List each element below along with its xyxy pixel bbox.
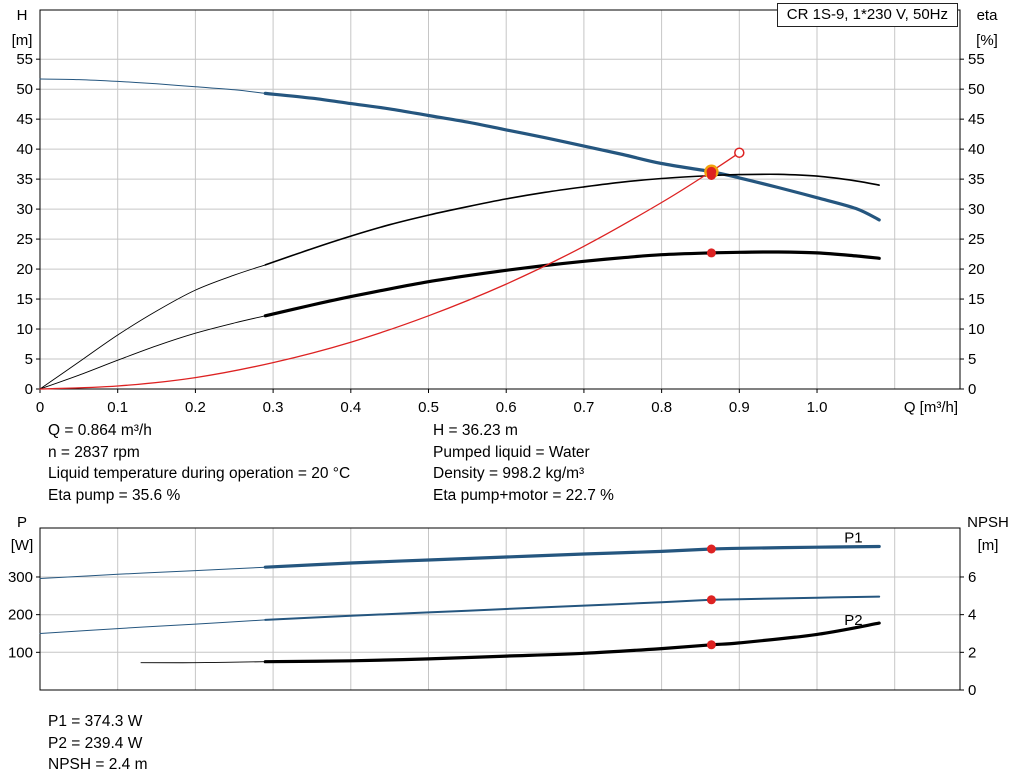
x-tick-label: 0.2: [185, 399, 206, 416]
p1-curve-low-flow: [39, 566, 266, 579]
eta-pump-point: [706, 171, 716, 180]
npsh-curve: [263, 621, 881, 664]
x-tick-label: 0.7: [573, 399, 594, 416]
y-left-axis-title: [W]: [11, 537, 34, 554]
info-line-eta-pump-motor: Eta pump+motor = 22.7 %: [433, 487, 614, 505]
y-right-tick-label: 0: [968, 381, 976, 398]
p2-curve-label: P2: [844, 612, 862, 629]
h-curve: [263, 91, 881, 222]
y-left-tick-label: 5: [25, 351, 33, 368]
npsh-curve-low-flow: [140, 661, 266, 664]
y-right-tick-label: 35: [968, 171, 985, 188]
power-npsh-chart: 100 200 300 0 2 4 6 P [W] NPSH [m] P1 P2: [8, 515, 1009, 699]
eta-pump-curve-low-flow: [39, 264, 266, 390]
y-right-tick-label: 30: [968, 201, 985, 218]
y-right-axis-title: [m]: [978, 537, 999, 554]
system-curve: [39, 152, 740, 390]
y-right-tick-label: 0: [968, 682, 976, 699]
y-right-tick-label: 40: [968, 141, 985, 158]
x-tick-label: 0: [36, 399, 44, 416]
y-right-tick-label: 45: [968, 111, 985, 128]
x-tick-label: 0.1: [107, 399, 128, 416]
y-left-tick-label: 25: [16, 231, 33, 248]
requested-duty-point: [734, 147, 745, 158]
y-right-axis-title: eta: [977, 7, 999, 24]
x-tick-label: 0.3: [263, 399, 284, 416]
duty-info-left-column: Q = 0.864 m³/h n = 2837 rpm Liquid tempe…: [48, 420, 350, 507]
p2-curve: [264, 595, 881, 621]
npsh-point: [706, 640, 716, 650]
eta-pump-motor-curve-low-flow: [39, 315, 266, 390]
eta-pump-motor-curve: [263, 250, 881, 318]
y-left-tick-label: 0: [25, 381, 33, 398]
y-right-tick-label: 15: [968, 291, 985, 308]
y-left-tick-label: 55: [16, 51, 33, 68]
y-right-tick-label: 55: [968, 51, 985, 68]
x-tick-label: 0.8: [651, 399, 672, 416]
p1-curve-label: P1: [844, 529, 862, 546]
info-line-speed: n = 2837 rpm: [48, 443, 140, 461]
y-left-axis-title: H: [17, 7, 28, 24]
h-curve-low-flow: [39, 78, 266, 94]
y-left-tick-label: 10: [16, 321, 33, 338]
y-left-tick-label: 200: [8, 607, 33, 624]
x-tick-label: 0.5: [418, 399, 439, 416]
eta-pump-curve: [264, 173, 880, 266]
p2-curve-low-flow: [39, 619, 266, 634]
plot-border: [39, 9, 961, 390]
y-left-tick-label: 15: [16, 291, 33, 308]
y-right-axis-title: NPSH: [967, 515, 1009, 531]
x-axis-title: Q [m³/h]: [904, 399, 958, 416]
y-left-tick-label: 300: [8, 569, 33, 586]
y-left-tick-label: 45: [16, 111, 33, 128]
y-left-axis-title: P: [17, 515, 27, 531]
x-tick-label: 0.6: [496, 399, 517, 416]
y-left-tick-label: 35: [16, 171, 33, 188]
y-right-tick-label: 4: [968, 607, 976, 624]
x-tick-label: 0.4: [340, 399, 361, 416]
y-right-tick-label: 20: [968, 261, 985, 278]
y-left-axis-title: [m]: [12, 32, 33, 49]
info-line-pumped-liquid: Pumped liquid = Water: [433, 443, 590, 461]
info-line-flow: Q = 0.864 m³/h: [48, 422, 152, 439]
p1-curve: [263, 544, 881, 569]
duty-info-right-column: H = 36.23 m Pumped liquid = Water Densit…: [433, 420, 614, 507]
info-line-density: Density = 998.2 kg/m³: [433, 465, 585, 483]
x-tick-label: 0.9: [729, 399, 750, 416]
y-right-axis-title: [%]: [976, 32, 998, 49]
y-left-tick-label: 50: [16, 81, 33, 98]
y-left-tick-label: 20: [16, 261, 33, 278]
y-right-tick-label: 5: [968, 351, 976, 368]
y-right-tick-label: 6: [968, 569, 976, 586]
info-line-eta-pump: Eta pump = 35.6 %: [48, 487, 181, 505]
hq-eta-chart: 0 5 10 15 20 25 30 35 40 45 50 55 0 5 10 15 20 25 30 35 40 45…: [12, 7, 999, 416]
pump-model-title: CR 1S-9, 1*230 V, 50Hz: [776, 3, 958, 27]
y-right-tick-label: 50: [968, 81, 985, 98]
info-line-liquid-temperature: Liquid temperature during operation = 20…: [48, 465, 351, 483]
power-info-column: P1 = 374.3 W P2 = 239.4 W NPSH = 2.4 m: [48, 711, 148, 776]
p1-point: [706, 544, 716, 554]
y-right-tick-label: 2: [968, 644, 976, 661]
info-line-head: H = 36.23 m: [433, 422, 518, 439]
p2-point: [706, 595, 716, 605]
plot-border: [39, 527, 961, 691]
x-tick-label: 1.0: [807, 399, 828, 416]
y-left-tick-label: 40: [16, 141, 33, 158]
info-line-p1: P1 = 374.3 W: [48, 713, 143, 730]
y-right-tick-label: 10: [968, 321, 985, 338]
y-left-tick-label: 30: [16, 201, 33, 218]
info-line-p2: P2 = 239.4 W: [48, 734, 143, 752]
eta-pump-motor-point: [706, 248, 716, 258]
y-left-tick-label: 100: [8, 644, 33, 661]
y-right-tick-label: 25: [968, 231, 985, 248]
info-line-npsh: NPSH = 2.4 m: [48, 756, 148, 774]
